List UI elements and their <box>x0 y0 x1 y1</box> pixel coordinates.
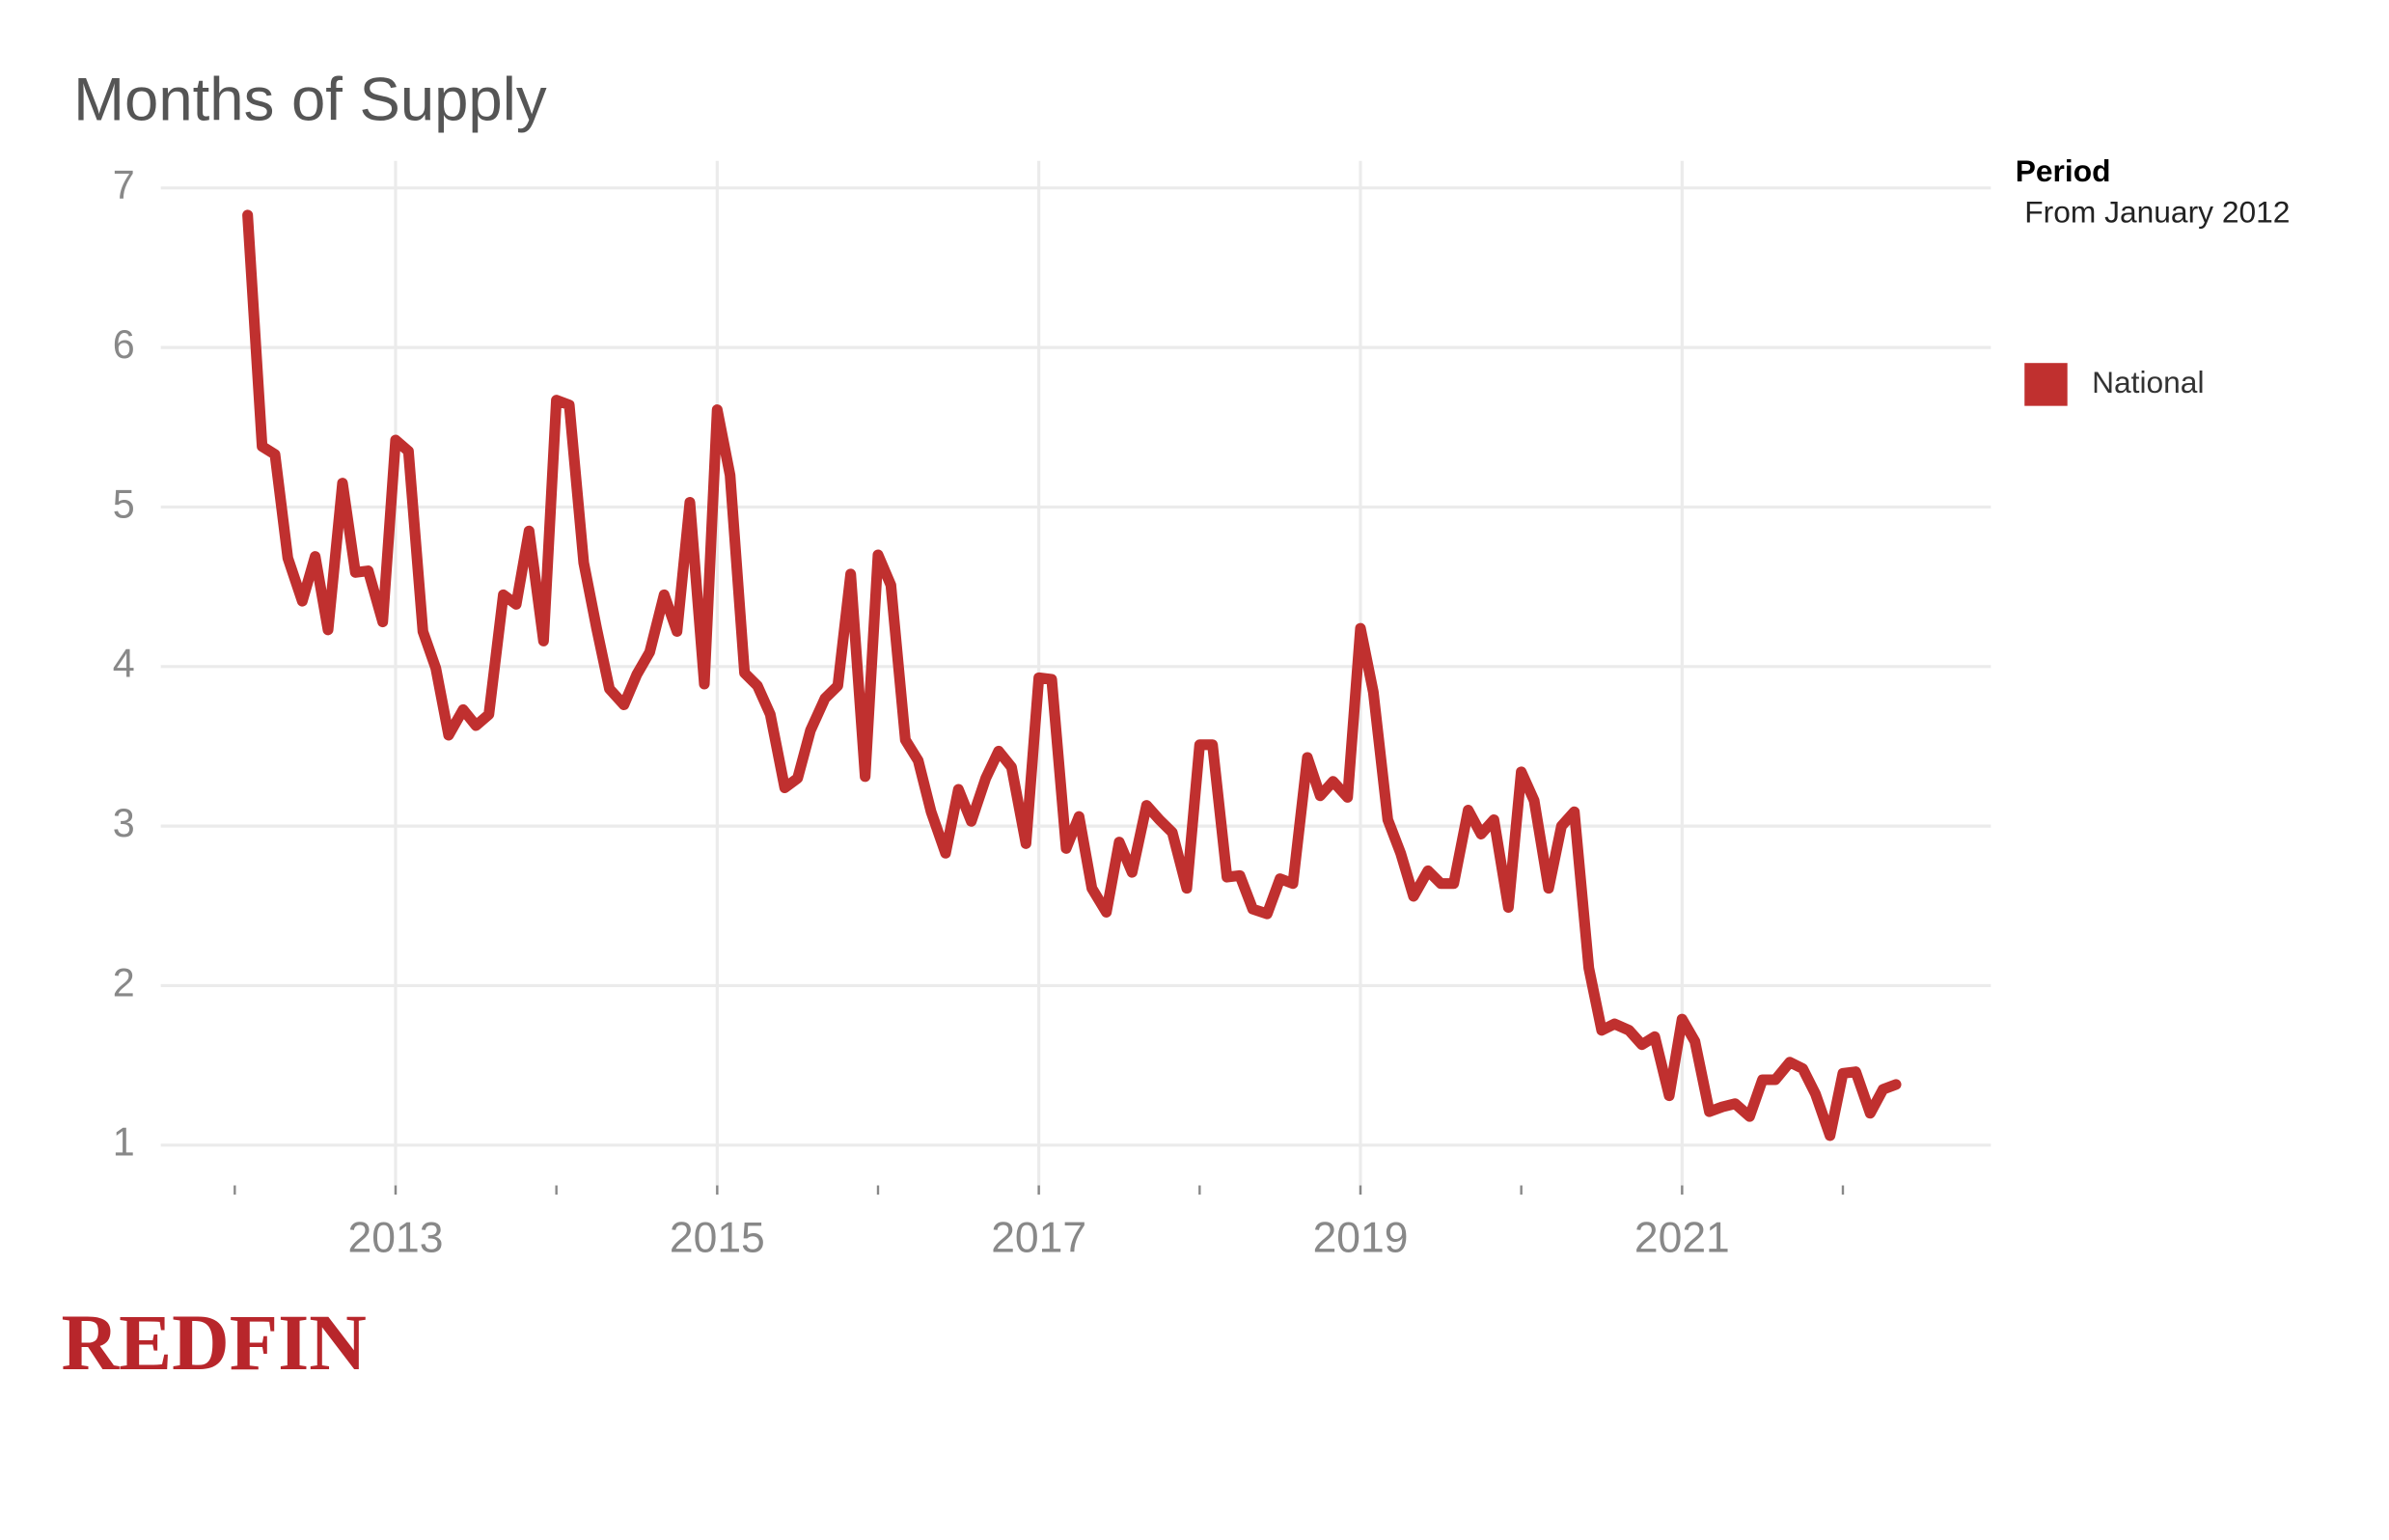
x-tick-label: 2013 <box>348 1214 444 1261</box>
y-tick-label: 2 <box>113 960 135 1004</box>
x-tick-label: 2021 <box>1634 1214 1730 1261</box>
y-tick-label: 5 <box>113 481 135 526</box>
y-tick-label: 6 <box>113 322 135 367</box>
y-tick-label: 1 <box>113 1120 135 1165</box>
legend-title: Period <box>2016 153 2111 188</box>
legend-swatch <box>2024 363 2068 406</box>
legend-label: National <box>2092 365 2204 399</box>
legend-subtitle: From January 2012 <box>2024 195 2290 230</box>
x-tick-label: 2019 <box>1313 1214 1409 1261</box>
logo: REDFIN <box>61 1298 366 1387</box>
chart-title: Months of Supply <box>73 67 547 134</box>
x-tick-label: 2015 <box>670 1214 765 1261</box>
x-tick-label: 2017 <box>991 1214 1086 1261</box>
y-tick-label: 4 <box>113 642 135 686</box>
data-line <box>242 209 1902 1141</box>
y-tick-label: 3 <box>113 801 135 845</box>
y-tick-label: 7 <box>113 163 135 207</box>
